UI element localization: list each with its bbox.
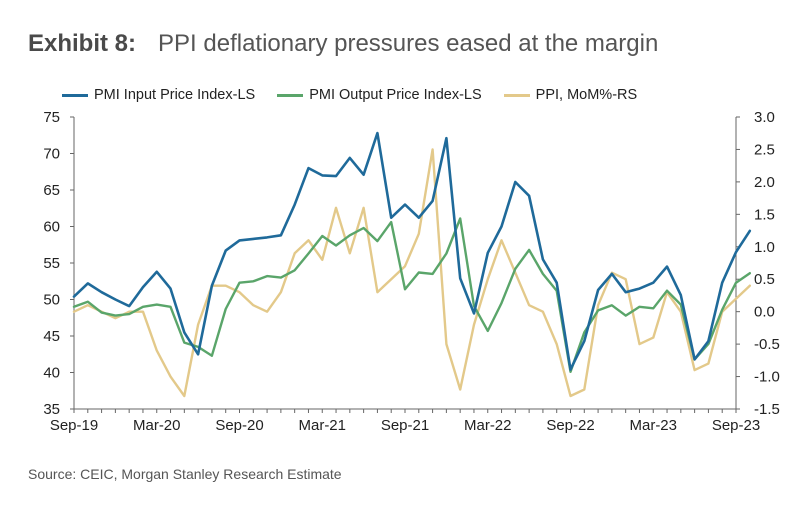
legend-label-ppi: PPI, MoM%-RS [535,87,638,103]
legend-item-output: PMI Output Price Index-LS [277,87,482,103]
right-tick-label: -1.0 [754,369,780,386]
right-tick-label: -1.5 [754,401,780,418]
legend-swatch-ppi [503,93,530,97]
left-tick-label: 55 [43,255,60,272]
legend-label-input: PMI Input Price Index-LS [94,87,256,103]
legend: PMI Input Price Index-LS PMI Output Pric… [62,87,637,103]
series-line-output-price [72,217,751,373]
right-tick-label: 3.0 [754,109,775,126]
exhibit-label: Exhibit 8: [28,30,137,57]
title-text: PPI deflationary pressures eased at the … [158,30,659,57]
x-tick-label: Sep-23 [712,417,760,434]
right-tick-label: 0.5 [754,271,775,288]
x-tick-label: Mar-20 [133,417,181,434]
right-tick-label: 2.5 [754,141,775,158]
x-tick-label: Sep-22 [546,417,594,434]
legend-item-input: PMI Input Price Index-LS [62,87,255,103]
series-line-ppi-mom [72,148,751,398]
left-tick-label: 60 [43,219,60,236]
left-tick-label: 75 [43,109,60,126]
x-tick-label: Mar-22 [464,417,512,434]
legend-swatch-input [62,93,88,97]
x-tick-label: Sep-19 [50,417,98,434]
left-tick-label: 50 [43,292,60,309]
right-tick-label: 1.0 [754,239,775,256]
x-tick-label: Sep-20 [215,417,263,434]
left-tick-label: 70 [43,146,60,163]
legend-swatch-output [277,93,304,97]
legend-label-output: PMI Output Price Index-LS [309,87,482,103]
right-tick-label: 2.0 [754,174,775,191]
right-tick-label: -0.5 [754,336,780,353]
x-tick-label: Sep-21 [381,417,429,434]
left-tick-label: 40 [43,365,60,382]
x-tick-label: Mar-23 [629,417,677,434]
x-tick-label: Mar-21 [298,417,346,434]
source-note: Source: CEIC, Morgan Stanley Research Es… [28,466,342,482]
left-tick-label: 45 [43,328,60,345]
chart-title: Exhibit 8: PPI deflationary pressures eas… [28,30,658,58]
left-tick-label: 65 [43,182,60,199]
left-tick-label: 35 [43,401,60,418]
right-tick-label: 1.5 [754,206,775,223]
legend-item-ppi: PPI, MoM%-RS [503,87,638,103]
right-tick-label: 0.0 [754,304,775,321]
series-line-input-price [72,131,752,371]
